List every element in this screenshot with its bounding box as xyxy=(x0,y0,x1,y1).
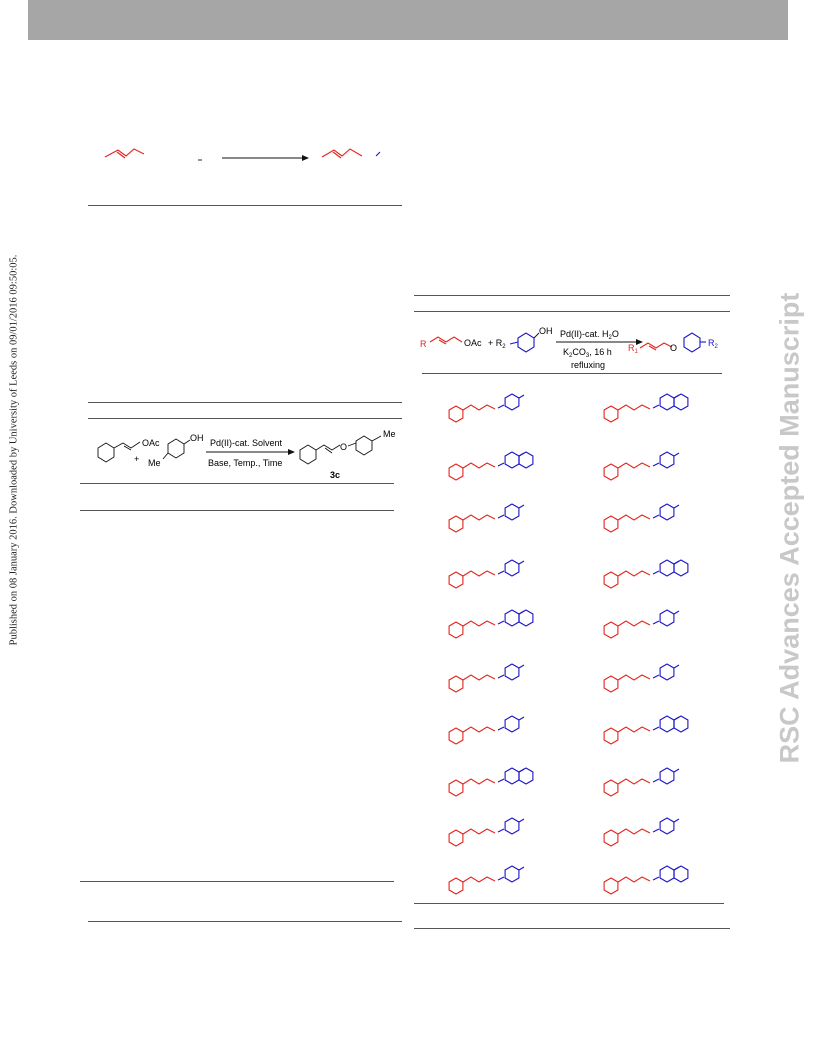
table1-bottom-rule xyxy=(80,881,394,882)
table1-reaction-scheme: OAc + OH Me Pd(II)-cat. Solvent Base, Te… xyxy=(97,429,396,480)
product-structure xyxy=(603,609,680,639)
plus-r2-label: + R2 xyxy=(488,338,506,350)
product-o-label: O xyxy=(340,442,347,452)
table2-scheme-rule xyxy=(422,373,722,374)
scheme-bottom-rule xyxy=(88,205,402,206)
product-me-label: Me xyxy=(383,429,396,439)
product-structure xyxy=(603,865,689,895)
product-r1-label: R1 xyxy=(628,343,639,355)
product-structure xyxy=(603,715,689,745)
product-structure xyxy=(603,559,689,589)
table2-bottom-rule xyxy=(414,903,724,904)
arrow-conditions-bottom: refluxing xyxy=(571,360,605,370)
table2-top-rule xyxy=(414,295,730,296)
product-structure xyxy=(603,817,680,847)
scheme-fragment-top xyxy=(104,148,381,161)
table1-header-rule xyxy=(88,418,402,419)
product-structure xyxy=(603,451,680,481)
table1-top-rule xyxy=(88,402,402,403)
product-label-3c: 3c xyxy=(330,470,340,480)
product-r2-label: R2 xyxy=(708,338,719,350)
oh-label: OH xyxy=(539,326,553,336)
table2-reaction-scheme: R OAc + R2 OH Pd(II)-cat. H2O K2CO3, 16 … xyxy=(420,326,719,370)
oh-label: OH xyxy=(190,433,204,443)
arrow-conditions-top: Pd(II)-cat. Solvent xyxy=(210,438,283,448)
product-structure xyxy=(448,503,525,533)
arrow-conditions-bottom: Base, Temp., Time xyxy=(208,458,282,468)
product-structure xyxy=(448,393,525,423)
oac-label: OAc xyxy=(464,338,482,348)
product-structure xyxy=(448,865,525,895)
arrow-conditions-top: Pd(II)-cat. H2O xyxy=(560,329,619,341)
table1-rule-2 xyxy=(80,510,394,511)
product-structure xyxy=(603,393,689,423)
product-structure xyxy=(603,503,680,533)
product-structure xyxy=(448,451,534,481)
product-structure xyxy=(448,663,525,693)
product-structure xyxy=(448,609,534,639)
table2-footnote-rule xyxy=(414,928,730,929)
product-structure xyxy=(603,767,680,797)
me-label: Me xyxy=(148,458,161,468)
oac-label: OAc xyxy=(142,438,160,448)
product-structure xyxy=(603,663,680,693)
product-structure xyxy=(448,715,525,745)
product-structure xyxy=(448,817,525,847)
product-structure xyxy=(448,767,534,797)
table1-footnote-rule xyxy=(88,921,402,922)
product-o-label: O xyxy=(670,343,677,353)
table2-header-rule xyxy=(414,311,730,312)
arrow-conditions-mid: K2CO3, 16 h xyxy=(563,347,612,359)
r1-label: R xyxy=(420,339,427,349)
table1-scheme-rule xyxy=(80,483,394,484)
table2-product-structures xyxy=(448,393,689,895)
plus-sign: + xyxy=(134,454,139,464)
header-bar xyxy=(28,0,788,40)
product-structure xyxy=(448,559,525,589)
